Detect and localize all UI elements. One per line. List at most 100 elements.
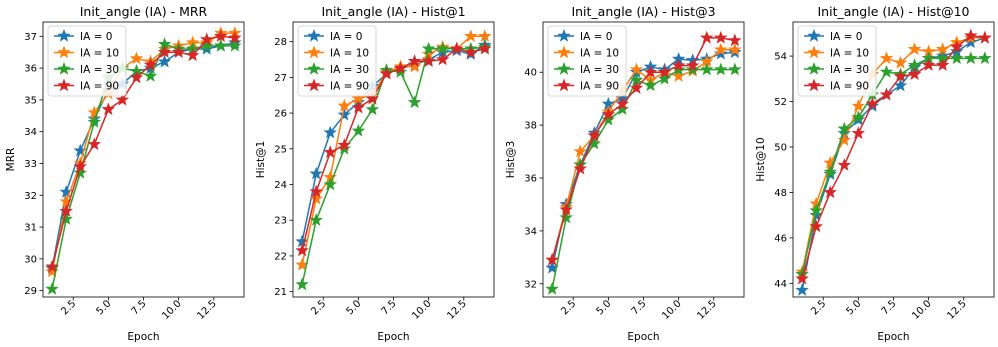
data-point bbox=[601, 112, 616, 126]
data-point bbox=[87, 137, 102, 151]
data-point bbox=[323, 125, 337, 139]
legend-marker bbox=[57, 28, 71, 42]
data-point bbox=[73, 165, 87, 179]
chart-panel-1: Init_angle (IA) - MRR 29 30 31 32 33 34 35 36 37 2… bbox=[5, 4, 245, 343]
data-point bbox=[879, 64, 894, 78]
data-point bbox=[351, 123, 366, 137]
data-point bbox=[714, 62, 728, 76]
data-point bbox=[671, 58, 686, 72]
data-point bbox=[323, 177, 337, 191]
data-point bbox=[323, 145, 337, 159]
legend: IA = 0 IA = 10 IA = 30 IA = 90 bbox=[797, 25, 877, 97]
y-tick-label: 27 bbox=[274, 73, 287, 84]
x-tick-label: 12.5 bbox=[695, 298, 719, 322]
legend-label: IA = 10 bbox=[830, 48, 869, 60]
x-tick-label: 7.5 bbox=[130, 298, 149, 317]
data-point bbox=[171, 45, 186, 58]
legend-marker bbox=[557, 61, 571, 75]
axes-frame bbox=[792, 21, 995, 298]
data-point bbox=[935, 58, 950, 71]
y-tick-label: 25 bbox=[274, 144, 287, 155]
data-point bbox=[407, 95, 422, 109]
plot-area bbox=[545, 30, 742, 295]
data-point bbox=[795, 271, 809, 285]
data-point bbox=[921, 58, 936, 71]
y-axis-label: MRR bbox=[5, 148, 17, 172]
chart-title: Init_angle (IA) - Hist@10 bbox=[817, 4, 969, 19]
data-point bbox=[714, 42, 728, 56]
data-point bbox=[200, 32, 214, 46]
data-point bbox=[559, 210, 573, 224]
data-point bbox=[879, 87, 894, 101]
chart-title: Init_angle (IA) - Hist@3 bbox=[571, 4, 715, 19]
data-point bbox=[809, 203, 823, 217]
legend-label: IA = 30 bbox=[580, 64, 619, 76]
data-point bbox=[87, 115, 102, 128]
data-point bbox=[907, 42, 922, 55]
x-tick-label: 5.0 bbox=[594, 298, 613, 317]
y-tick-label: 32 bbox=[24, 191, 37, 202]
y-tick-label: 40 bbox=[524, 68, 537, 79]
data-point bbox=[601, 107, 616, 121]
data-point bbox=[964, 51, 978, 65]
data-point bbox=[295, 243, 309, 257]
data-point bbox=[545, 252, 559, 266]
data-point bbox=[365, 91, 380, 105]
legend: IA = 0 IA = 10 IA = 30 IA = 90 bbox=[47, 25, 127, 97]
data-point bbox=[143, 57, 158, 71]
data-point bbox=[964, 35, 978, 49]
y-tick-label: 28 bbox=[274, 37, 287, 48]
data-point bbox=[337, 98, 352, 112]
data-point bbox=[450, 41, 464, 55]
y-tick-label: 50 bbox=[774, 143, 787, 154]
data-point bbox=[657, 71, 672, 85]
data-point bbox=[837, 158, 852, 171]
y-tick-label: 36 bbox=[24, 64, 37, 75]
legend-marker bbox=[57, 45, 71, 59]
data-point bbox=[59, 204, 73, 217]
data-point bbox=[950, 51, 964, 65]
x-tick-label: 2.5 bbox=[59, 298, 78, 317]
data-point bbox=[851, 99, 866, 112]
data-point bbox=[45, 259, 59, 273]
x-axis-label: Epoch bbox=[127, 331, 159, 343]
data-point bbox=[309, 166, 323, 180]
data-point bbox=[978, 30, 992, 44]
legend-label: IA = 30 bbox=[330, 64, 369, 76]
data-point bbox=[823, 185, 837, 199]
legend-box bbox=[47, 25, 127, 97]
data-point bbox=[657, 65, 672, 78]
data-point bbox=[115, 92, 130, 106]
y-tick-label: 24 bbox=[274, 180, 287, 191]
data-point bbox=[671, 69, 686, 82]
legend-marker bbox=[307, 78, 321, 92]
data-point bbox=[214, 29, 228, 43]
data-point bbox=[421, 41, 436, 55]
plot-area bbox=[295, 29, 492, 291]
y-tick-label: 34 bbox=[524, 226, 537, 237]
data-point bbox=[45, 281, 59, 295]
axes-frame bbox=[542, 21, 745, 298]
data-point bbox=[728, 33, 742, 47]
y-tick-label: 44 bbox=[774, 279, 787, 290]
data-point bbox=[685, 62, 700, 76]
data-point bbox=[478, 29, 492, 42]
x-axis-label: Epoch bbox=[377, 331, 409, 343]
data-point bbox=[851, 110, 866, 124]
legend-label: IA = 10 bbox=[330, 48, 369, 60]
x-tick-label: 10.0 bbox=[160, 298, 184, 322]
data-point bbox=[837, 133, 852, 146]
chart-panel-2: Init_angle (IA) - Hist@1 21 22 23 24 25 26 27 28… bbox=[255, 4, 495, 343]
data-point bbox=[295, 277, 309, 291]
y-tick-label: 36 bbox=[524, 174, 537, 185]
data-point bbox=[478, 41, 492, 55]
chart-title: Init_angle (IA) - Hist@1 bbox=[321, 4, 465, 19]
y-tick-label: 31 bbox=[24, 223, 37, 234]
data-point bbox=[365, 102, 380, 116]
legend-marker bbox=[307, 45, 321, 59]
y-tick-label: 23 bbox=[274, 216, 287, 227]
legend-marker bbox=[807, 61, 821, 75]
data-point bbox=[728, 42, 742, 56]
y-axis-label: Hist@3 bbox=[505, 141, 517, 179]
x-tick-label: 2.5 bbox=[559, 298, 578, 317]
